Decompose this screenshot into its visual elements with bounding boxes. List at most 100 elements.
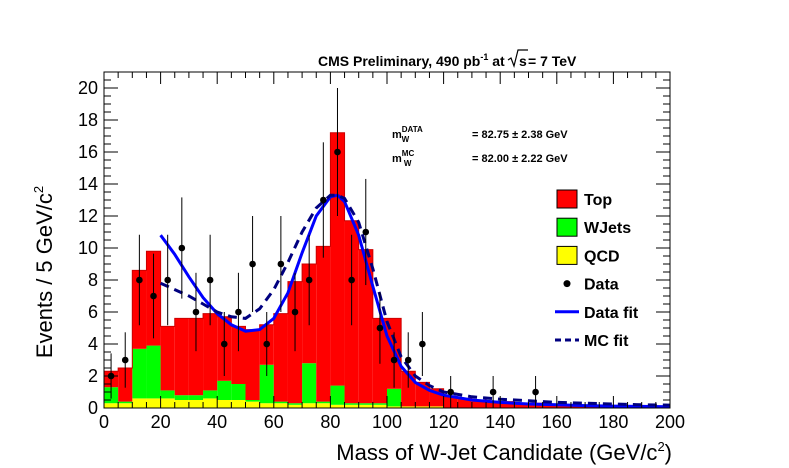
wjets-bar — [203, 390, 218, 399]
wjets-bar — [372, 403, 387, 405]
data-point — [164, 276, 171, 284]
qcd-bar — [344, 404, 359, 408]
top-bar — [316, 246, 331, 402]
top-bar — [273, 313, 288, 402]
data-point — [376, 324, 384, 332]
qcd-bar — [429, 406, 444, 408]
wjets-bar — [217, 380, 232, 400]
data-point — [419, 340, 426, 348]
legend-label-data: Data — [584, 277, 619, 294]
qcd-bar — [358, 404, 373, 408]
top-bar — [231, 326, 246, 384]
legend-label-data-fit: Data fit — [584, 305, 639, 322]
data-point — [263, 340, 271, 348]
data-point — [178, 244, 186, 252]
data-point — [192, 308, 200, 316]
wjets-bar — [344, 403, 359, 405]
legend-swatch-wjets — [556, 217, 578, 237]
top-bar — [245, 329, 260, 400]
wjets-bar — [231, 384, 246, 400]
fit-result-value: = 82.00 ± 2.22 GeV — [472, 153, 568, 165]
qcd-bar — [146, 398, 161, 408]
data-point — [121, 356, 129, 364]
data-point — [447, 388, 454, 396]
top-bar — [514, 403, 529, 408]
x-tick-label: 80 — [320, 412, 340, 432]
x-tick-label: 200 — [655, 412, 685, 432]
wjets-bar — [273, 401, 288, 404]
chart-header: CMS Preliminary, 490 pb-1 at s = 7 TeV — [318, 49, 577, 69]
qcd-bar — [118, 403, 133, 408]
data-fit-curve — [159, 193, 671, 409]
data-point — [235, 308, 242, 316]
y-tick-label: 2 — [88, 366, 98, 386]
qcd-bar — [104, 403, 119, 408]
top-bar — [542, 404, 557, 408]
mc-fit-curve — [159, 193, 671, 407]
plot-area — [103, 88, 671, 409]
data-point — [320, 196, 327, 204]
wjets-bar — [358, 403, 373, 405]
wjets-bar — [160, 390, 175, 399]
wjets-bar — [245, 400, 260, 402]
qcd-bar — [188, 400, 204, 408]
wjets-bar — [132, 348, 147, 399]
data-point — [206, 276, 214, 284]
top-bar — [457, 398, 472, 408]
data-point — [305, 276, 313, 284]
y-tick-label: 16 — [78, 142, 98, 162]
y-tick-label: 4 — [88, 334, 98, 354]
top-bar — [203, 313, 218, 391]
data-point — [220, 340, 228, 348]
qcd-bar — [330, 404, 345, 408]
top-bar — [174, 318, 189, 396]
legend-swatch-data — [563, 280, 571, 288]
y-tick-label: 18 — [78, 110, 98, 130]
qcd-bar — [132, 398, 147, 408]
data-point — [362, 228, 370, 236]
qcd-bar — [401, 406, 416, 408]
data-point — [277, 260, 285, 268]
fit-result-label: mMC W — [392, 149, 414, 168]
top-bar — [471, 400, 487, 408]
legend-swatch-top — [556, 189, 578, 209]
x-tick-label: 20 — [151, 412, 171, 432]
qcd-bar — [259, 403, 274, 408]
legend: Top WJets QCD Data Data fit MC fit — [555, 189, 639, 350]
wjets-bar — [316, 401, 331, 404]
legend-label-mc-fit: MC fit — [584, 333, 629, 350]
y-tick-label: 10 — [78, 238, 98, 258]
top-bar — [188, 318, 204, 396]
legend-label-qcd: QCD — [584, 248, 620, 265]
qcd-bar — [287, 404, 303, 408]
fit-results: mDATA W = 82.75 ± 2.38 GeV mMC W = 82.00 ± 2.… — [392, 125, 568, 168]
x-tick-label: 0 — [99, 412, 109, 432]
y-tick-label: 8 — [88, 270, 98, 290]
data-point — [291, 308, 299, 316]
qcd-bar — [372, 404, 387, 408]
qcd-bar — [203, 398, 218, 408]
data-point — [532, 388, 539, 396]
y-tick-label: 12 — [78, 206, 98, 226]
axes: 0 20 40 60 80 100 120 140 160 180 200 0 2 4 6 8 10 12 14 16… — [78, 71, 685, 432]
y-tick-label: 14 — [78, 174, 98, 194]
data-point — [136, 276, 143, 284]
data-point — [489, 388, 497, 396]
data-point — [334, 148, 341, 156]
qcd-bar — [160, 398, 175, 408]
x-tick-label: 160 — [542, 412, 572, 432]
data-point — [348, 276, 355, 284]
sqrt-symbol: s — [507, 49, 528, 69]
legend-label-wjets: WJets — [584, 220, 631, 237]
wjets-bar — [302, 363, 317, 404]
qcd-bar — [273, 403, 288, 408]
data-point — [404, 356, 412, 364]
x-tick-label: 140 — [485, 412, 515, 432]
wjets-bar — [259, 364, 274, 404]
wjets-bar — [387, 388, 402, 407]
top-bar — [570, 406, 586, 408]
sqrt-s-label: s — [519, 53, 527, 69]
fit-result-value: = 82.75 ± 2.38 GeV — [472, 129, 568, 141]
fit-result-label: mDATA W — [392, 125, 423, 144]
